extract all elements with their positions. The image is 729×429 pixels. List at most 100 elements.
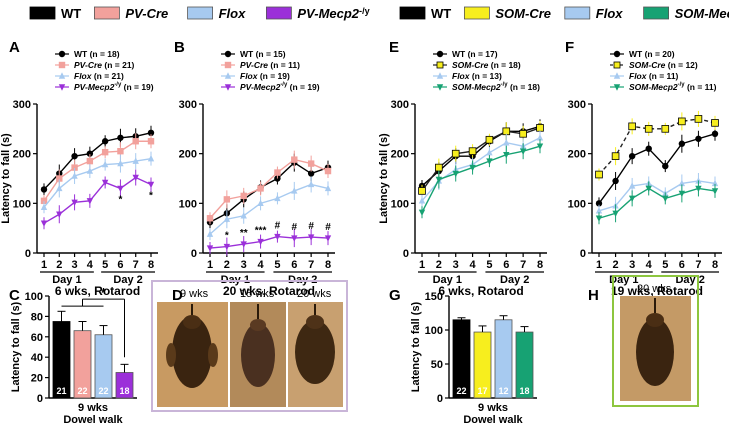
photo-label: 15 wks bbox=[240, 288, 275, 300]
data-point bbox=[58, 84, 66, 91]
data-point bbox=[536, 143, 544, 150]
legend-swatch bbox=[94, 6, 120, 20]
mouse-silhouette bbox=[636, 298, 674, 386]
series-legend-label: WT (n = 15) bbox=[240, 49, 286, 59]
legend-marker bbox=[436, 61, 444, 69]
series-line bbox=[421, 145, 541, 213]
x-tick-label: 2 bbox=[613, 259, 619, 271]
data-point bbox=[101, 148, 109, 156]
series-legend-label: PV-Mecp2-/y (n = 19) bbox=[74, 82, 154, 92]
significance-mark: *** bbox=[255, 226, 267, 237]
series-legend-label: Flox (n = 19) bbox=[240, 71, 290, 81]
x-tick-label: 4 bbox=[87, 259, 94, 271]
label-part: (n = 21) bbox=[102, 60, 135, 70]
y-tick-label: 80 bbox=[31, 311, 43, 323]
label-part: SOM-Mecp2 bbox=[452, 82, 501, 92]
x-axis-label: 20 wks, Rotarod bbox=[223, 284, 315, 298]
series-legend-label: SOM-Mecp2-/y (n = 18) bbox=[452, 82, 540, 92]
data-point bbox=[58, 72, 66, 79]
data-point bbox=[257, 185, 264, 192]
label-part: (n = 11) bbox=[685, 82, 717, 92]
panel-letter-g: G bbox=[389, 287, 401, 304]
data-point bbox=[694, 115, 703, 123]
data-point bbox=[324, 167, 332, 175]
label-part: SOM-Cre bbox=[629, 60, 666, 70]
x-tick-label: 3 bbox=[241, 259, 247, 271]
y-tick-label: 200 bbox=[391, 149, 409, 161]
data-point bbox=[662, 162, 669, 170]
data-point bbox=[645, 185, 652, 193]
label-part: PV-Mecp2 bbox=[297, 6, 359, 21]
data-point bbox=[240, 192, 247, 200]
x-tick-label: 1 bbox=[596, 259, 602, 271]
label-part: -/y bbox=[678, 82, 686, 88]
series-line bbox=[209, 161, 329, 223]
y-axis-label: Latency to fall (s) bbox=[410, 301, 422, 392]
data-point bbox=[117, 185, 124, 193]
y-axis-label: Latency to fall (s) bbox=[378, 133, 390, 224]
y-tick-label: 300 bbox=[568, 99, 586, 111]
data-point bbox=[224, 72, 232, 79]
y-tick-label: 100 bbox=[425, 325, 443, 337]
legend-label: WT bbox=[431, 6, 451, 21]
series-legend-label: WT (n = 18) bbox=[74, 49, 120, 59]
y-tick-label: 0 bbox=[580, 248, 586, 260]
panel-letter-d: D bbox=[172, 287, 183, 304]
significance-mark: ** bbox=[240, 228, 248, 239]
n-label: 18 bbox=[119, 386, 129, 396]
label-part: PV-Cre bbox=[240, 60, 268, 70]
photo-panel-d: 9 wks 15 wks 20 wks bbox=[151, 280, 348, 412]
label-part: Flox bbox=[629, 71, 648, 81]
legend-swatch bbox=[187, 6, 214, 20]
n-label: 22 bbox=[98, 386, 108, 396]
y-tick-label: 300 bbox=[179, 99, 197, 111]
data-point bbox=[324, 235, 332, 242]
data-point bbox=[628, 122, 636, 131]
series-legend-label: PV-Mecp2-/y (n = 19) bbox=[240, 82, 320, 92]
data-point bbox=[613, 72, 621, 79]
data-point bbox=[595, 200, 603, 207]
x-tick-label: 1 bbox=[41, 259, 47, 271]
x-tick-label: 2 bbox=[56, 259, 62, 271]
y-axis-label: Latency to fall (s) bbox=[0, 133, 12, 224]
data-point bbox=[613, 50, 621, 58]
x-axis-label: 9 wks bbox=[78, 402, 108, 414]
label-part: PV-Mecp2 bbox=[74, 82, 115, 92]
series-line bbox=[598, 118, 716, 175]
label-part: SOM-Cre bbox=[452, 60, 489, 70]
label-part: SOM-Mecp2 bbox=[629, 82, 678, 92]
day-label: Day 2 bbox=[500, 274, 529, 286]
legend-label: WT bbox=[61, 6, 81, 21]
data-point bbox=[628, 182, 636, 189]
data-point bbox=[595, 207, 603, 214]
series-legend-label: SOM-Mecp2-/y (n = 11) bbox=[629, 82, 717, 92]
data-point bbox=[644, 125, 653, 133]
photo-frame-d bbox=[151, 280, 348, 412]
legend-left: WT PV-Cre Flox PV-Mecp2-/y bbox=[29, 6, 371, 21]
data-point bbox=[711, 119, 719, 127]
panel-letter-b: B bbox=[174, 39, 185, 56]
legend-swatch bbox=[29, 6, 56, 20]
label-part: (n = 18) bbox=[508, 82, 541, 92]
legend-label: SOM-Mecp2-/y bbox=[675, 6, 729, 21]
significance-mark: * bbox=[118, 194, 122, 205]
data-point bbox=[519, 129, 527, 138]
data-point bbox=[711, 130, 719, 137]
x-tick-label: 8 bbox=[148, 259, 154, 271]
label-part: (n = 19) bbox=[121, 82, 154, 92]
n-label: 12 bbox=[498, 386, 508, 396]
legend-marker bbox=[613, 61, 621, 69]
x-axis-label: 6 wks, Rotarod bbox=[55, 284, 140, 298]
x-tick-label: 5 bbox=[486, 259, 492, 271]
label-part: -/y bbox=[501, 82, 509, 88]
label-part: (n = 19) bbox=[287, 82, 320, 92]
data-point bbox=[291, 235, 298, 242]
label-part: Flox bbox=[219, 6, 246, 21]
label-part: (n = 21) bbox=[91, 71, 124, 81]
legend-right: WT SOM-Cre Flox SOM-Mecp2-/y bbox=[399, 6, 729, 21]
data-point bbox=[224, 61, 232, 69]
